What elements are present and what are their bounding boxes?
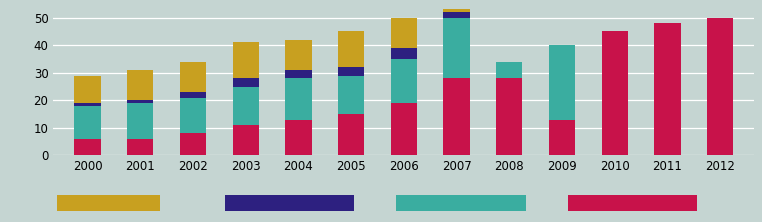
- Bar: [232, 125, 259, 155]
- Bar: [549, 120, 575, 155]
- Bar: [443, 9, 469, 12]
- Bar: [127, 100, 153, 103]
- Bar: [601, 32, 628, 155]
- Bar: [496, 62, 523, 78]
- Bar: [180, 62, 207, 92]
- Bar: [285, 70, 312, 78]
- Bar: [232, 78, 259, 87]
- Bar: [285, 78, 312, 120]
- Bar: [391, 103, 417, 155]
- Bar: [75, 103, 101, 106]
- Bar: [75, 75, 101, 103]
- Bar: [285, 120, 312, 155]
- Bar: [75, 139, 101, 155]
- Bar: [391, 48, 417, 59]
- Bar: [232, 87, 259, 125]
- Bar: [707, 18, 733, 155]
- Bar: [338, 114, 364, 155]
- Bar: [127, 103, 153, 139]
- Bar: [655, 23, 680, 155]
- Bar: [180, 97, 207, 133]
- Bar: [338, 75, 364, 114]
- Bar: [180, 133, 207, 155]
- Bar: [391, 59, 417, 103]
- Bar: [443, 78, 469, 155]
- Bar: [338, 67, 364, 75]
- Bar: [443, 18, 469, 78]
- Bar: [232, 42, 259, 78]
- Bar: [496, 78, 523, 155]
- Bar: [127, 139, 153, 155]
- Bar: [75, 106, 101, 139]
- Bar: [443, 12, 469, 18]
- Bar: [549, 45, 575, 120]
- Bar: [127, 70, 153, 100]
- Bar: [285, 40, 312, 70]
- Bar: [180, 92, 207, 97]
- Bar: [338, 32, 364, 67]
- Bar: [391, 18, 417, 48]
